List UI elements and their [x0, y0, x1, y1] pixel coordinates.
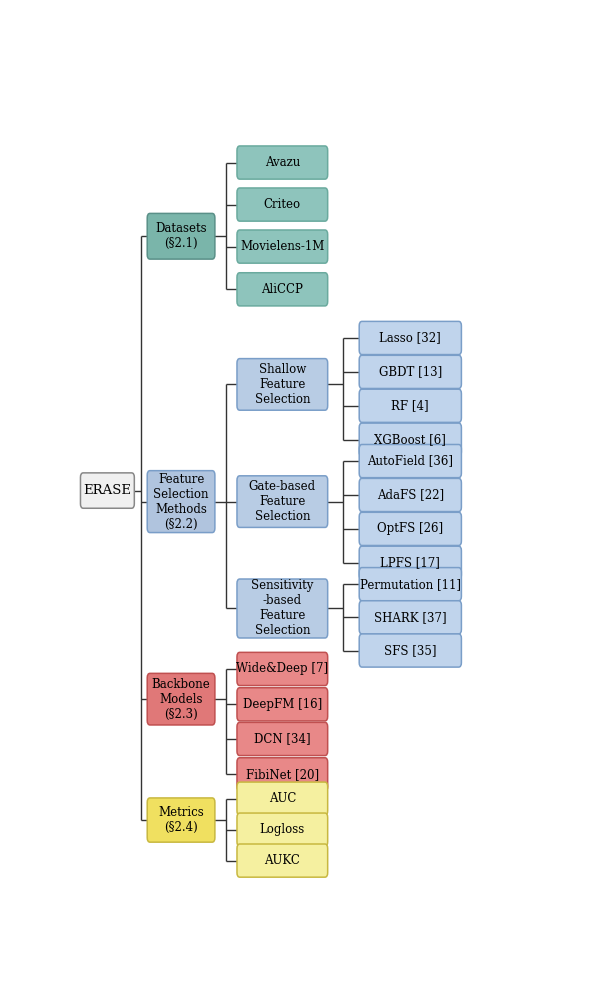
FancyBboxPatch shape	[147, 798, 215, 842]
Text: DCN [34]: DCN [34]	[254, 733, 311, 745]
FancyBboxPatch shape	[237, 688, 328, 721]
Text: Criteo: Criteo	[264, 198, 301, 211]
FancyBboxPatch shape	[237, 782, 328, 815]
Text: Movielens-1M: Movielens-1M	[240, 240, 324, 253]
Text: Gate-based
Feature
Selection: Gate-based Feature Selection	[249, 480, 316, 524]
FancyBboxPatch shape	[237, 273, 328, 306]
FancyBboxPatch shape	[147, 213, 215, 259]
Text: LPFS [17]: LPFS [17]	[380, 556, 440, 569]
Text: Avazu: Avazu	[265, 156, 300, 169]
FancyBboxPatch shape	[237, 723, 328, 755]
FancyBboxPatch shape	[359, 445, 462, 477]
Text: Wide&Deep [7]: Wide&Deep [7]	[236, 663, 328, 675]
Text: Sensitivity
-based
Feature
Selection: Sensitivity -based Feature Selection	[251, 580, 314, 638]
FancyBboxPatch shape	[147, 470, 215, 532]
Text: Datasets
(§2.1): Datasets (§2.1)	[155, 222, 207, 250]
Text: FibiNet [20]: FibiNet [20]	[246, 768, 319, 781]
FancyBboxPatch shape	[80, 473, 134, 508]
FancyBboxPatch shape	[359, 321, 462, 355]
Text: AUC: AUC	[268, 792, 296, 806]
FancyBboxPatch shape	[237, 476, 328, 528]
Text: AUKC: AUKC	[264, 854, 300, 867]
FancyBboxPatch shape	[359, 600, 462, 634]
Text: AliCCP: AliCCP	[261, 283, 304, 296]
FancyBboxPatch shape	[237, 813, 328, 846]
FancyBboxPatch shape	[237, 579, 328, 638]
FancyBboxPatch shape	[237, 146, 328, 179]
Text: Shallow
Feature
Selection: Shallow Feature Selection	[255, 363, 310, 406]
Text: OptFS [26]: OptFS [26]	[377, 523, 443, 535]
FancyBboxPatch shape	[237, 758, 328, 791]
Text: Permutation [11]: Permutation [11]	[360, 578, 461, 591]
Text: XGBoost [6]: XGBoost [6]	[374, 433, 446, 447]
FancyBboxPatch shape	[359, 423, 462, 457]
FancyBboxPatch shape	[147, 673, 215, 725]
FancyBboxPatch shape	[359, 634, 462, 668]
FancyBboxPatch shape	[359, 355, 462, 388]
Text: AdaFS [22]: AdaFS [22]	[377, 488, 444, 502]
FancyBboxPatch shape	[237, 188, 328, 221]
FancyBboxPatch shape	[359, 568, 462, 600]
Text: SHARK [37]: SHARK [37]	[374, 611, 447, 624]
FancyBboxPatch shape	[359, 513, 462, 545]
FancyBboxPatch shape	[237, 230, 328, 263]
Text: Metrics
(§2.4): Metrics (§2.4)	[158, 806, 204, 834]
Text: ERASE: ERASE	[83, 484, 131, 497]
FancyBboxPatch shape	[359, 478, 462, 512]
FancyBboxPatch shape	[237, 359, 328, 410]
Text: SFS [35]: SFS [35]	[384, 644, 437, 657]
FancyBboxPatch shape	[359, 546, 462, 580]
FancyBboxPatch shape	[237, 653, 328, 685]
Text: AutoField [36]: AutoField [36]	[367, 455, 453, 467]
FancyBboxPatch shape	[359, 389, 462, 422]
Text: Logloss: Logloss	[260, 823, 305, 836]
Text: RF [4]: RF [4]	[391, 399, 429, 412]
Text: Feature
Selection
Methods
(§2.2): Feature Selection Methods (§2.2)	[153, 472, 209, 530]
FancyBboxPatch shape	[237, 844, 328, 878]
Text: Backbone
Models
(§2.3): Backbone Models (§2.3)	[151, 677, 210, 721]
Text: DeepFM [16]: DeepFM [16]	[243, 698, 322, 711]
Text: Lasso [32]: Lasso [32]	[380, 331, 441, 344]
Text: GBDT [13]: GBDT [13]	[379, 366, 442, 379]
